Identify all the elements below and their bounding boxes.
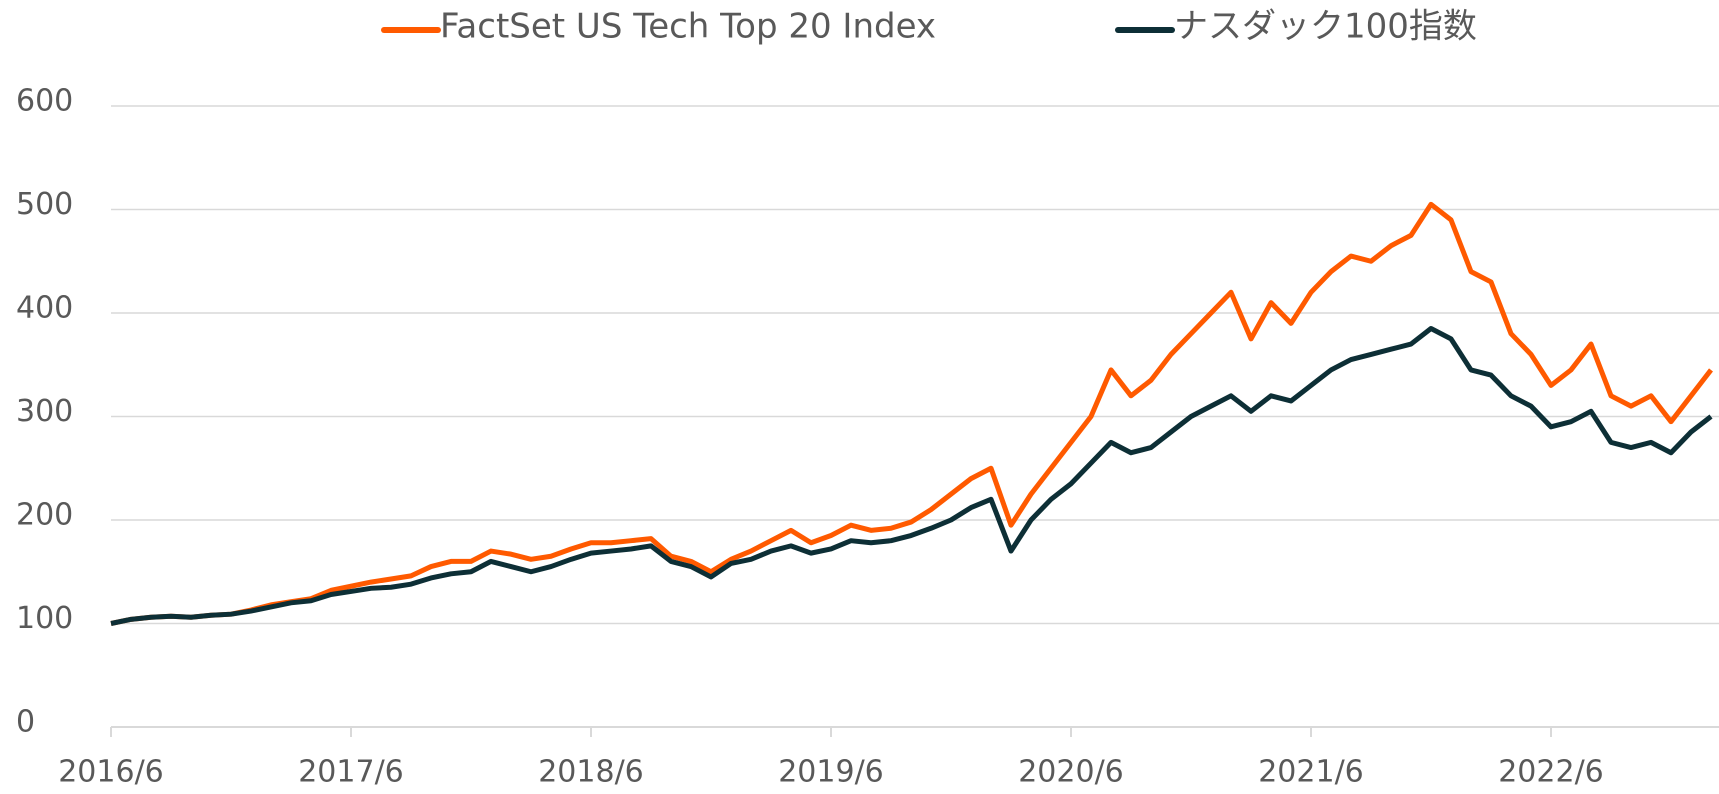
legend-label: ナスダック100指数 (1174, 7, 1477, 47)
x-tick-label: 2022/6 (1498, 755, 1604, 790)
series-line (110, 326, 1713, 626)
x-tick-label: 2019/6 (778, 755, 884, 790)
y-tick-label: 300 (16, 394, 73, 429)
x-tick-label: 2017/6 (298, 755, 404, 790)
x-tick-label: 2021/6 (1258, 755, 1364, 790)
x-tick-label: 2018/6 (538, 755, 644, 790)
y-tick-label: 200 (16, 498, 73, 533)
y-tick-label: 0 (16, 705, 35, 740)
series-line (110, 201, 1713, 626)
x-tick-label: 2016/6 (58, 755, 164, 790)
y-tick-label: 100 (16, 601, 73, 636)
legend-label: FactSet US Tech Top 20 Index (440, 7, 936, 47)
y-tick-label: 600 (16, 84, 73, 119)
x-tick-label: 2020/6 (1018, 755, 1124, 790)
y-tick-label: 400 (16, 291, 73, 326)
y-tick-label: 500 (16, 187, 73, 222)
